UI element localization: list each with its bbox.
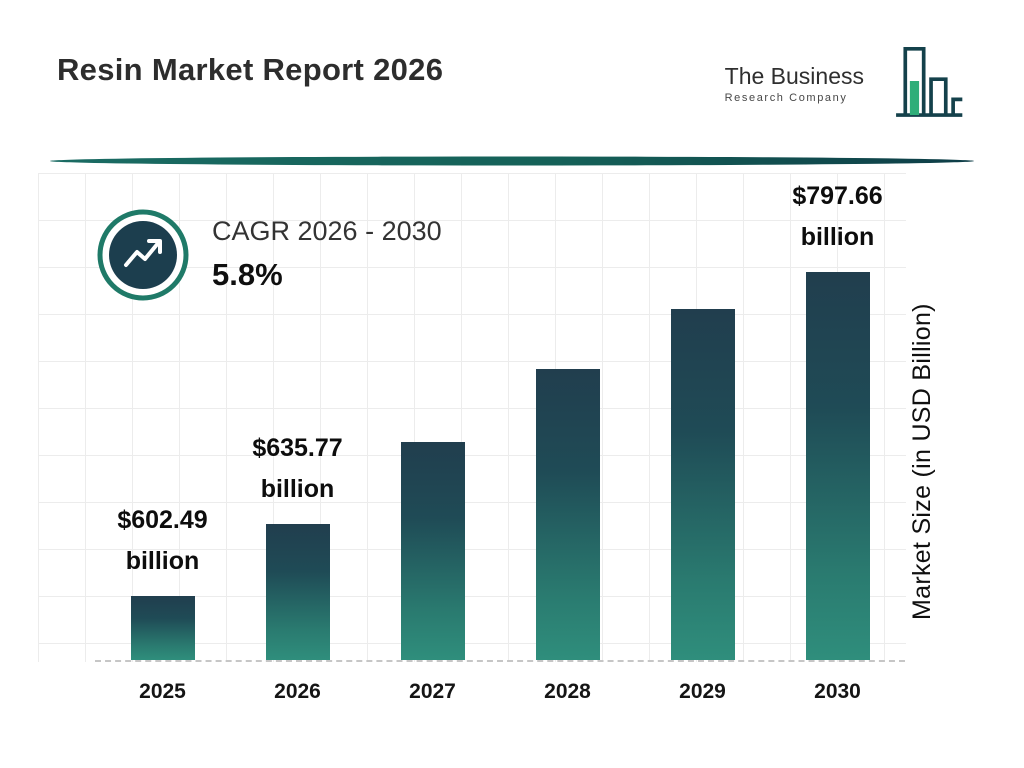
bar-chart: $602.49 billion 2025 $635.77 billion 2026 2027…: [95, 175, 905, 703]
page-title: Resin Market Report 2026: [57, 52, 444, 87]
logo-text: The Business Research Company: [725, 63, 864, 104]
company-logo: The Business Research Company: [725, 40, 966, 127]
bar-slot-2030: $797.66 billion 2030: [770, 175, 905, 703]
bar-slot-2028: 2028: [500, 175, 635, 703]
bar-slot-2027: 2027: [365, 175, 500, 703]
trend-arrow-icon: [96, 208, 190, 307]
bar-2026: [265, 523, 330, 660]
value-label-2030: $797.66 billion: [792, 182, 883, 252]
y-axis-label: Market Size (in USD Billion): [908, 303, 936, 621]
x-tick-2025: 2025: [139, 680, 186, 703]
bar-2025: [130, 595, 195, 660]
cagr-value: 5.8%: [212, 257, 283, 292]
bar-slot-2025: $602.49 billion 2025: [95, 175, 230, 703]
bar-2030: [805, 271, 870, 660]
bar-2028: [535, 369, 600, 660]
value-label-2026: $635.77 billion: [252, 434, 343, 504]
bar-chart-logo-icon: [874, 40, 966, 127]
x-tick-2028: 2028: [544, 680, 591, 703]
bar-2027: [400, 441, 465, 660]
x-tick-2029: 2029: [679, 680, 726, 703]
value-label-2025: $602.49 billion: [117, 506, 208, 576]
cagr-label: CAGR 2026 - 2030: [212, 216, 442, 246]
bar-slot-2026: $635.77 billion 2026: [230, 175, 365, 703]
divider-line: [30, 152, 994, 170]
logo-subtitle: Research Company: [724, 92, 848, 104]
bar-slot-2029: 2029: [635, 175, 770, 703]
cagr-callout: CAGR 2026 - 2030 5.8%: [96, 208, 442, 307]
x-tick-2026: 2026: [274, 680, 321, 703]
x-tick-2027: 2027: [409, 680, 456, 703]
cagr-text-block: CAGR 2026 - 2030 5.8%: [212, 208, 442, 293]
bar-2029: [670, 309, 735, 660]
x-tick-2030: 2030: [814, 680, 861, 703]
logo-name: The Business: [724, 63, 864, 89]
